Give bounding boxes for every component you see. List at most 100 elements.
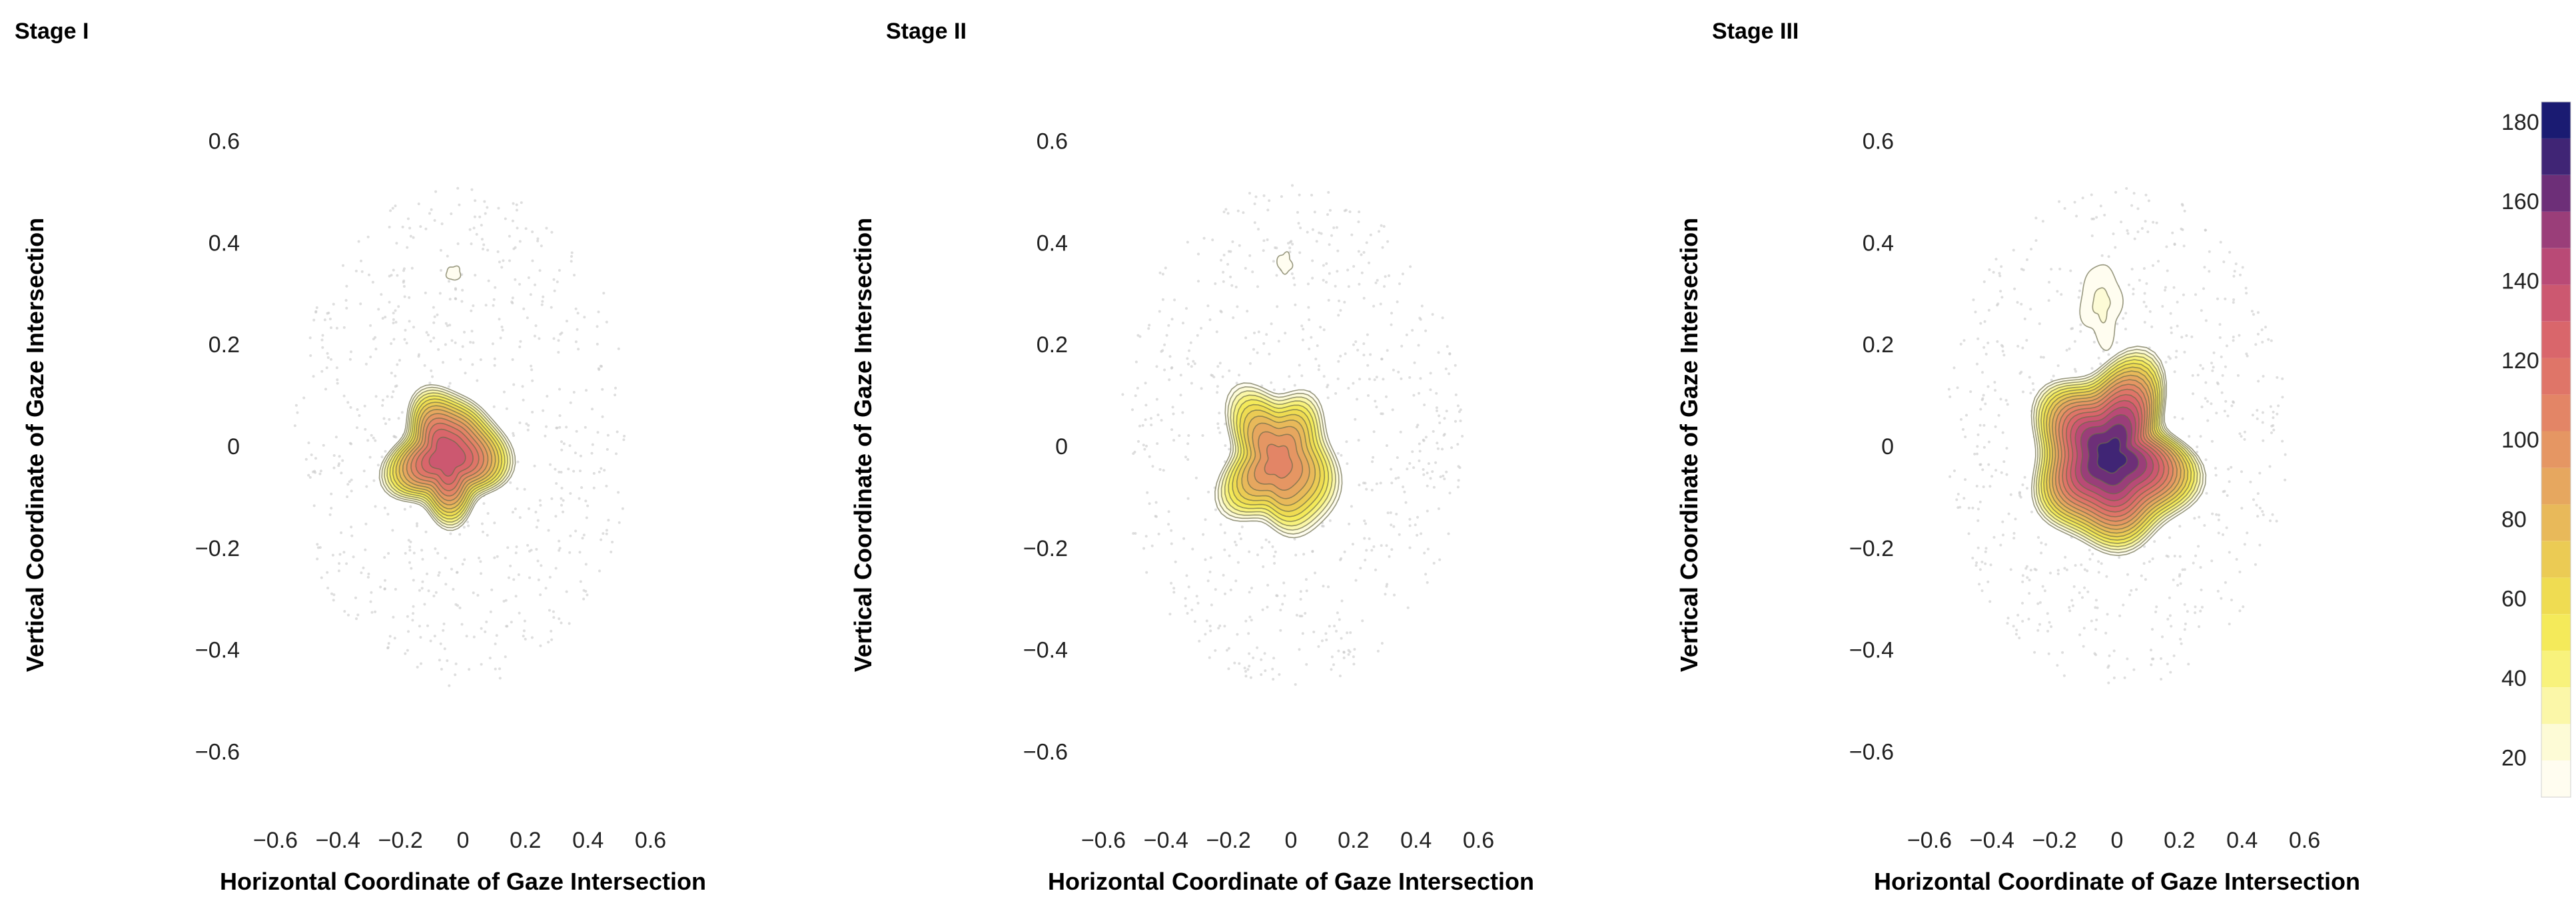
scatter-point: [1343, 300, 1346, 304]
scatter-point: [2154, 610, 2158, 613]
scatter-point: [1994, 469, 1998, 472]
scatter-point: [1456, 443, 1460, 446]
scatter-point: [2021, 483, 2024, 486]
scatter-point: [1144, 382, 1147, 385]
scatter-point: [2190, 335, 2194, 338]
scatter-point: [1302, 553, 1306, 556]
scatter-point: [1142, 444, 1145, 447]
scatter-point: [1396, 456, 1399, 459]
scatter-point: [326, 587, 330, 589]
scatter-point: [1200, 387, 1203, 390]
scatter-point: [493, 556, 496, 559]
scatter-point: [2112, 232, 2115, 236]
scatter-point: [2185, 334, 2188, 337]
scatter-point: [326, 571, 329, 574]
scatter-point: [1368, 378, 1371, 381]
scatter-point: [2065, 568, 2068, 571]
scatter-point: [2090, 234, 2094, 238]
scatter-point: [2281, 440, 2284, 443]
scatter-point: [1178, 434, 1181, 438]
scatter-point: [2194, 605, 2197, 609]
scatter-point: [1332, 226, 1336, 229]
scatter-point: [1215, 330, 1218, 334]
scatter-point: [572, 391, 576, 394]
scatter-point: [1362, 251, 1366, 254]
scatter-point: [1358, 210, 1361, 214]
scatter-point: [367, 572, 370, 575]
scatter-point: [550, 629, 553, 633]
scatter-point: [518, 240, 522, 243]
scatter-point: [482, 248, 484, 250]
scatter-point: [578, 497, 581, 500]
scatter-point: [2214, 473, 2218, 477]
scatter-point: [540, 244, 543, 248]
scatter-point: [2239, 273, 2242, 276]
scatter-point: [466, 520, 470, 523]
scatter-point: [515, 545, 518, 549]
scatter-point: [293, 424, 296, 428]
scatter-point: [583, 316, 586, 319]
scatter-point: [1191, 547, 1194, 551]
scatter-point: [1253, 221, 1256, 224]
y-tick-label: 0.6: [209, 129, 240, 154]
scatter-point: [407, 539, 410, 542]
scatter-point: [2153, 540, 2156, 543]
scatter-point: [1982, 280, 1986, 284]
scatter-point: [2004, 399, 2008, 402]
scatter-point: [1458, 410, 1461, 414]
scatter-point: [1193, 362, 1196, 366]
scatter-point: [321, 334, 324, 337]
scatter-point: [493, 521, 496, 525]
scatter-point: [1980, 560, 1984, 563]
x-tick-label: −0.4: [316, 828, 360, 853]
scatter-point: [447, 385, 450, 388]
scatter-point: [1385, 444, 1388, 448]
scatter-point: [2252, 498, 2255, 501]
scatter-point: [539, 644, 542, 647]
scatter-point: [1420, 304, 1424, 308]
scatter-point: [2216, 589, 2220, 593]
scatter-point: [408, 320, 411, 323]
scatter-point: [2276, 412, 2279, 416]
scatter-point: [1973, 452, 1976, 455]
scatter-point: [1246, 668, 1250, 671]
scatter-point: [1365, 241, 1368, 244]
scatter-point: [2172, 654, 2176, 657]
scatter-point: [621, 507, 624, 510]
scatter-point: [1403, 490, 1406, 493]
scatter-point: [476, 593, 480, 597]
scatter-point: [395, 384, 398, 388]
scatter-point: [618, 521, 621, 524]
scatter-point: [582, 597, 586, 601]
scatter-point: [374, 395, 378, 398]
scatter-point: [2228, 250, 2232, 254]
scatter-point: [2000, 471, 2003, 474]
scatter-point: [2020, 370, 2023, 374]
scatter-point: [2192, 561, 2195, 565]
scatter-point: [1283, 594, 1286, 597]
scatter-point: [2147, 199, 2150, 202]
scatter-point: [480, 238, 484, 241]
scatter-point: [1388, 274, 1390, 277]
x-tick-label: −0.4: [1144, 828, 1188, 853]
scatter-point: [2210, 440, 2214, 443]
scatter-point: [1310, 194, 1313, 196]
scatter-point: [1343, 550, 1346, 553]
colorbar-frame: [2541, 101, 2571, 798]
scatter-point: [1392, 525, 1396, 528]
scatter-point: [1132, 452, 1135, 455]
scatter-point: [384, 579, 386, 582]
scatter-point: [1252, 656, 1255, 659]
scatter-point: [2097, 571, 2100, 574]
scatter-point: [360, 259, 362, 262]
scatter-point: [560, 621, 563, 625]
scatter-point: [562, 510, 564, 513]
scatter-point: [332, 599, 335, 602]
scatter-point: [2130, 589, 2133, 592]
scatter-point: [1154, 501, 1158, 504]
scatter-point: [1424, 436, 1428, 439]
scatter-point: [2152, 264, 2154, 267]
scatter-point: [1385, 395, 1388, 398]
scatter-point: [1236, 561, 1240, 564]
scatter-point: [328, 513, 332, 516]
